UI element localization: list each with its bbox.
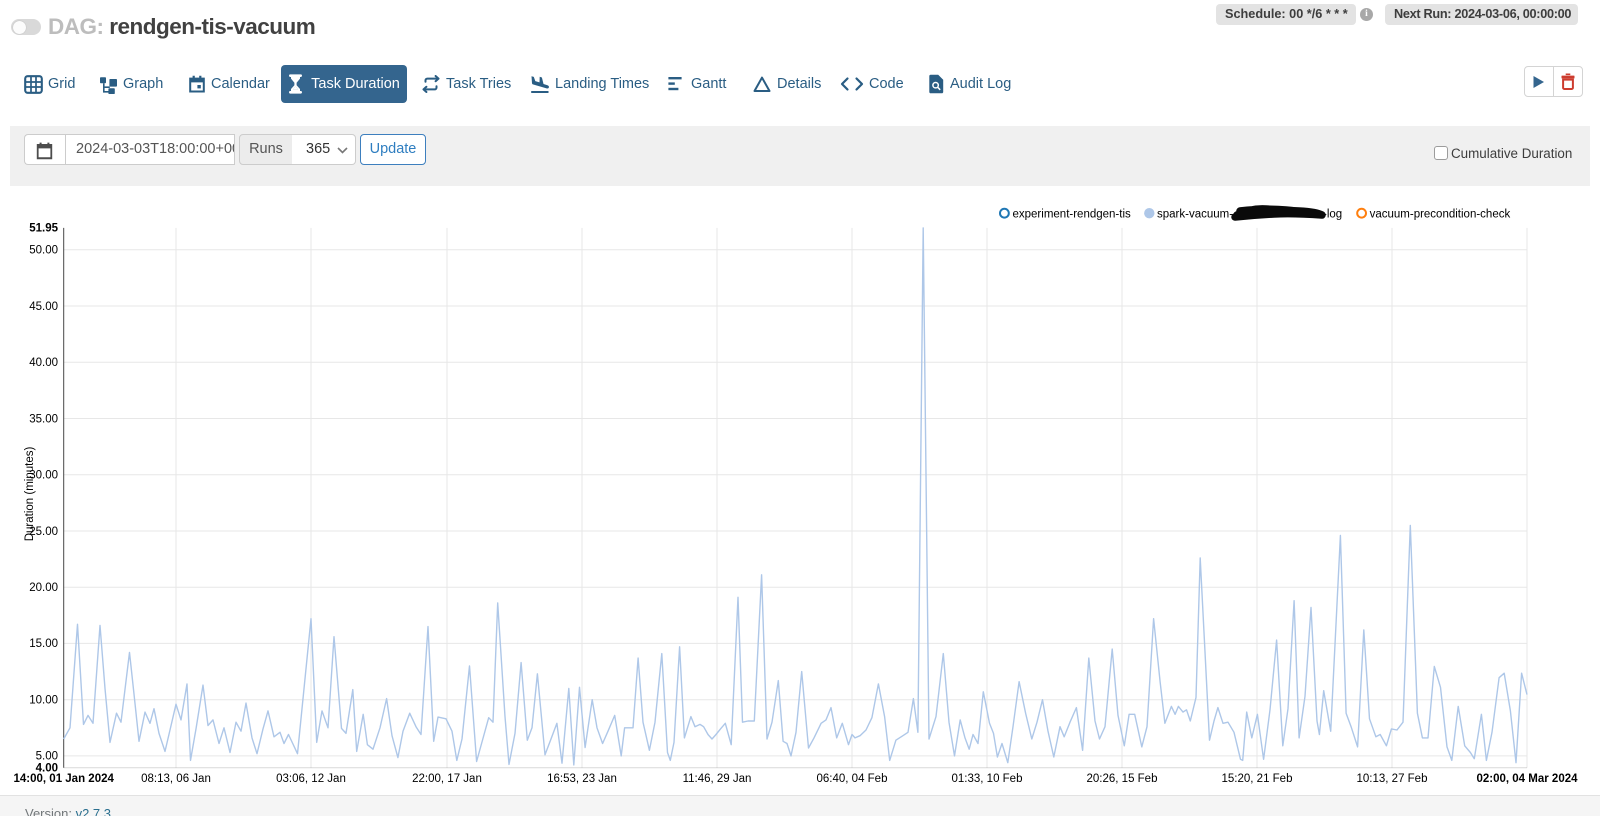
svg-text:11:46, 29 Jan: 11:46, 29 Jan bbox=[683, 773, 752, 785]
svg-text:vacuum-precondition-check: vacuum-precondition-check bbox=[1370, 208, 1511, 220]
svg-text:45.00: 45.00 bbox=[29, 301, 58, 313]
svg-text:25.00: 25.00 bbox=[29, 526, 58, 538]
svg-text:40.00: 40.00 bbox=[29, 357, 58, 369]
svg-text:Duration (minutes): Duration (minutes) bbox=[24, 447, 36, 542]
svg-text:14:00, 01 Jan 2024: 14:00, 01 Jan 2024 bbox=[14, 773, 115, 785]
svg-text:5.00: 5.00 bbox=[36, 751, 58, 763]
svg-text:35.00: 35.00 bbox=[29, 413, 58, 425]
svg-text:experiment-rendgen-tis: experiment-rendgen-tis bbox=[1013, 208, 1132, 220]
svg-text:4.00: 4.00 bbox=[36, 762, 58, 774]
svg-text:15.00: 15.00 bbox=[29, 638, 58, 650]
svg-text:20.00: 20.00 bbox=[29, 582, 58, 594]
svg-text:15:20, 21 Feb: 15:20, 21 Feb bbox=[1222, 773, 1293, 785]
svg-text:02:00, 04 Mar 2024: 02:00, 04 Mar 2024 bbox=[1476, 773, 1578, 785]
svg-text:06:40, 04 Feb: 06:40, 04 Feb bbox=[817, 773, 888, 785]
svg-text:spark-vacuum-: spark-vacuum- bbox=[1157, 208, 1233, 220]
svg-text:01:33, 10 Feb: 01:33, 10 Feb bbox=[952, 773, 1023, 785]
svg-text:08:13, 06 Jan: 08:13, 06 Jan bbox=[141, 773, 211, 785]
svg-text:22:00, 17 Jan: 22:00, 17 Jan bbox=[412, 773, 482, 785]
svg-text:20:26, 15 Feb: 20:26, 15 Feb bbox=[1087, 773, 1158, 785]
svg-text:51.95: 51.95 bbox=[29, 223, 58, 235]
svg-text:10.00: 10.00 bbox=[29, 695, 58, 707]
svg-text:16:53, 23 Jan: 16:53, 23 Jan bbox=[547, 773, 617, 785]
svg-text:50.00: 50.00 bbox=[29, 245, 58, 257]
svg-text:30.00: 30.00 bbox=[29, 470, 58, 482]
svg-text:-log: -log bbox=[1323, 208, 1342, 220]
svg-text:03:06, 12 Jan: 03:06, 12 Jan bbox=[276, 773, 346, 785]
svg-text:10:13, 27 Feb: 10:13, 27 Feb bbox=[1357, 773, 1428, 785]
